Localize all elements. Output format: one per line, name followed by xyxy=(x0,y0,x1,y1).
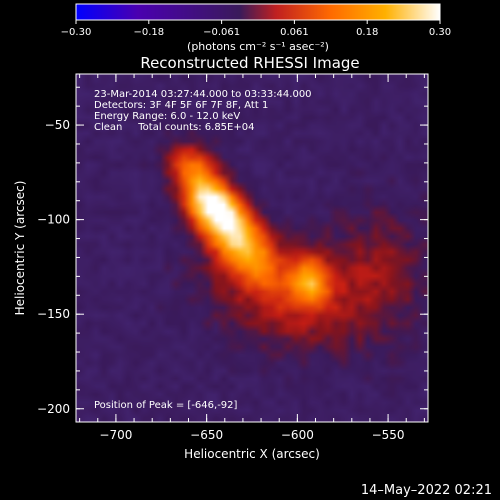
y-tick-label: −100 xyxy=(37,213,70,227)
annotation-energy-range: Energy Range: 6.0 - 12.0 keV xyxy=(94,111,240,122)
colorbar-tick-label: −0.061 xyxy=(203,27,240,38)
colorbar-tick-label: 0.18 xyxy=(356,27,378,38)
colorbar-tick-label: 0.061 xyxy=(280,27,309,38)
annotation-time-range: 23-Mar-2014 03:27:44.000 to 03:33:44.000 xyxy=(94,89,312,100)
y-tick-label: −50 xyxy=(45,118,70,132)
x-axis-label: Heliocentric X (arcsec) xyxy=(184,447,320,461)
heatmap-plot: −700 −650 −600 −550 −50 −100 −150 −200 xyxy=(37,73,429,442)
colorbar: −0.30 −0.18 −0.061 0.061 0.18 0.30 (photons c… xyxy=(61,3,451,53)
heatmap-image xyxy=(76,74,428,422)
chart-title: Reconstructed RHESSI Image xyxy=(140,54,359,72)
plot-frame xyxy=(75,73,429,423)
y-axis-label: Heliocentric Y (arcsec) xyxy=(13,181,27,316)
x-tick-label: −650 xyxy=(190,428,223,442)
footer-date: 14–May–2022 02:21 xyxy=(361,483,492,498)
annotation-block: 23-Mar-2014 03:27:44.000 to 03:33:44.000… xyxy=(94,89,312,133)
colorbar-tick-label: 0.30 xyxy=(429,27,451,38)
annotation-detectors: Detectors: 3F 4F 5F 6F 7F 8F, Att 1 xyxy=(94,100,268,111)
x-tick-label: −700 xyxy=(99,428,132,442)
colorbar-tick-label: −0.18 xyxy=(133,27,164,38)
peak-position-label: Position of Peak = [-646,-92] xyxy=(94,400,238,411)
annotation-counts: Clean Total counts: 6.85E+04 xyxy=(94,122,254,133)
x-tick-label: −600 xyxy=(281,428,314,442)
y-tick-label: −150 xyxy=(37,307,70,321)
colorbar-units-label: (photons cm⁻² s⁻¹ asec⁻²) xyxy=(187,40,329,53)
colorbar-ticks: −0.30 −0.18 −0.061 0.061 0.18 0.30 xyxy=(61,20,451,38)
x-tick-label: −550 xyxy=(372,428,405,442)
axis-ticks: −700 −650 −600 −550 −50 −100 −150 −200 xyxy=(37,74,428,442)
colorbar-tick-label: −0.30 xyxy=(61,27,92,38)
colorbar-gradient xyxy=(75,3,441,21)
y-tick-label: −200 xyxy=(37,402,70,416)
